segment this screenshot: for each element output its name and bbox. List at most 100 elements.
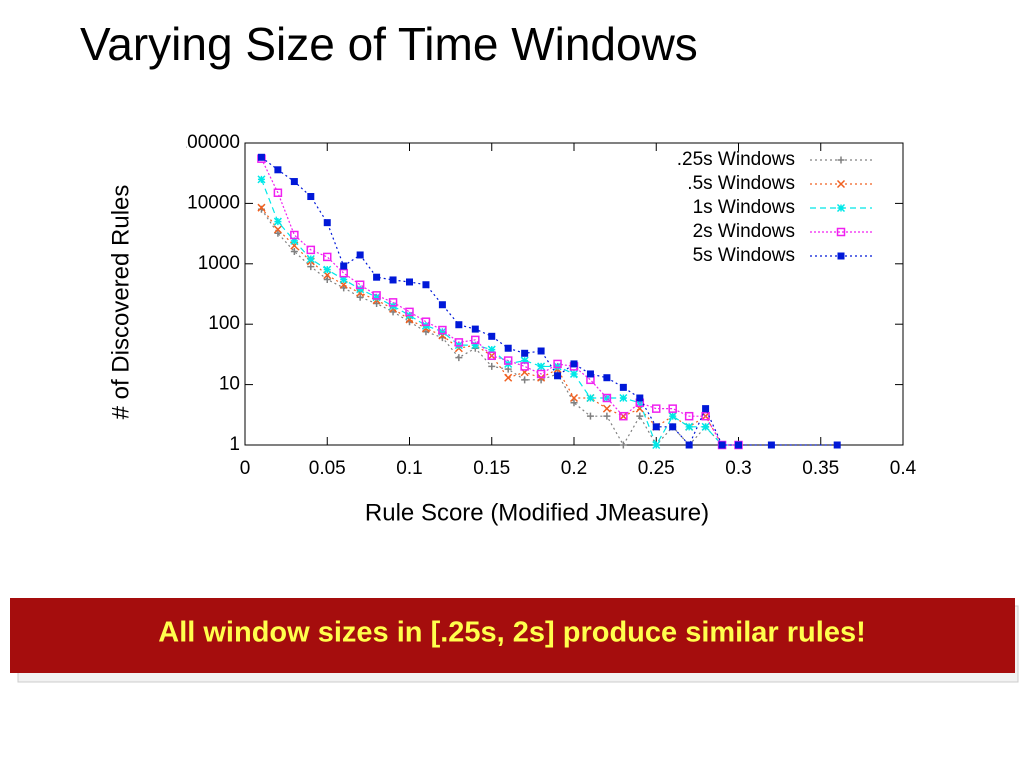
marker [455, 321, 463, 329]
marker [372, 291, 381, 300]
y-tick-labels: 1 10 100 1000 10000 100000 [177, 132, 240, 455]
slide-title: Varying Size of Time Windows [80, 18, 698, 70]
marker [438, 327, 447, 336]
callout-text: All window sizes in [.25s, 2s] produce s… [158, 617, 865, 649]
x-tick-label: 0.25 [638, 458, 675, 479]
marker [537, 347, 545, 355]
marker [388, 298, 398, 307]
marker [735, 441, 742, 449]
marker [652, 423, 660, 431]
series-line [260, 179, 739, 447]
marker [602, 404, 611, 413]
legend-label: 2s Windows [693, 221, 795, 242]
marker [339, 275, 348, 284]
marker [586, 412, 594, 420]
marker [488, 362, 496, 370]
marker [553, 362, 562, 371]
marker [438, 301, 446, 309]
marker [307, 263, 315, 271]
marker [570, 399, 578, 407]
series-line [260, 158, 739, 446]
y-tick-label: 1 [229, 434, 240, 455]
marker [454, 338, 464, 347]
marker [488, 332, 496, 340]
marker [455, 354, 463, 362]
marker [668, 412, 677, 421]
marker [569, 369, 579, 378]
marker [274, 166, 282, 174]
marker [570, 360, 578, 368]
marker [636, 412, 644, 420]
marker [307, 193, 315, 201]
marker [521, 349, 529, 357]
marker [602, 393, 612, 403]
marker [767, 441, 775, 449]
marker [356, 285, 365, 294]
marker [569, 393, 579, 403]
marker [290, 178, 298, 186]
marker [702, 405, 710, 413]
series-line [260, 207, 739, 446]
marker [290, 236, 299, 245]
marker [356, 293, 364, 301]
legend-marker [836, 179, 846, 189]
marker [306, 254, 315, 264]
marker [652, 404, 661, 413]
legend-marker [836, 227, 846, 237]
marker [471, 335, 480, 345]
marker [372, 293, 381, 302]
marker [257, 175, 266, 184]
marker [586, 393, 595, 403]
legend-marker [837, 252, 845, 260]
x-tick-label: 0.4 [890, 458, 917, 479]
marker [636, 394, 644, 402]
legend-label: .25s Windows [677, 149, 795, 170]
marker [685, 422, 694, 431]
x-axis-label: Rule Score (Modified JMeasure) [365, 499, 709, 526]
x-tick-label: 0.1 [396, 458, 422, 479]
legend-marker [836, 203, 846, 213]
marker [586, 370, 594, 378]
marker [406, 278, 413, 286]
marker [306, 245, 316, 255]
x-tick-label: 0.2 [561, 458, 587, 479]
y-tick-label: 100000 [177, 132, 240, 153]
marker [405, 307, 414, 317]
marker [355, 280, 365, 289]
marker [652, 440, 661, 450]
marker [684, 411, 694, 421]
marker [422, 281, 430, 289]
marker [718, 441, 726, 449]
callout-box [10, 598, 1015, 673]
marker [504, 373, 513, 382]
marker [290, 230, 299, 240]
x-tick-label: 0.05 [309, 458, 346, 479]
marker [356, 251, 364, 259]
legend-label: 5s Windows [693, 245, 795, 266]
marker [668, 404, 677, 413]
marker [603, 412, 611, 420]
y-tick-label: 100 [208, 313, 240, 334]
marker [833, 441, 841, 449]
marker [520, 356, 529, 365]
marker [619, 411, 628, 421]
marker [701, 422, 710, 431]
marker [520, 362, 529, 371]
marker [373, 273, 381, 281]
marker [323, 265, 332, 274]
marker [619, 393, 628, 403]
marker [537, 362, 546, 371]
marker [603, 374, 611, 382]
marker [323, 252, 332, 262]
marker [273, 188, 283, 198]
marker [685, 441, 693, 449]
marker [536, 369, 546, 379]
legend-label: .5s Windows [687, 173, 795, 194]
marker [389, 276, 397, 284]
marker [257, 153, 265, 161]
marker [471, 325, 479, 333]
marker [273, 225, 282, 234]
marker [273, 217, 282, 226]
